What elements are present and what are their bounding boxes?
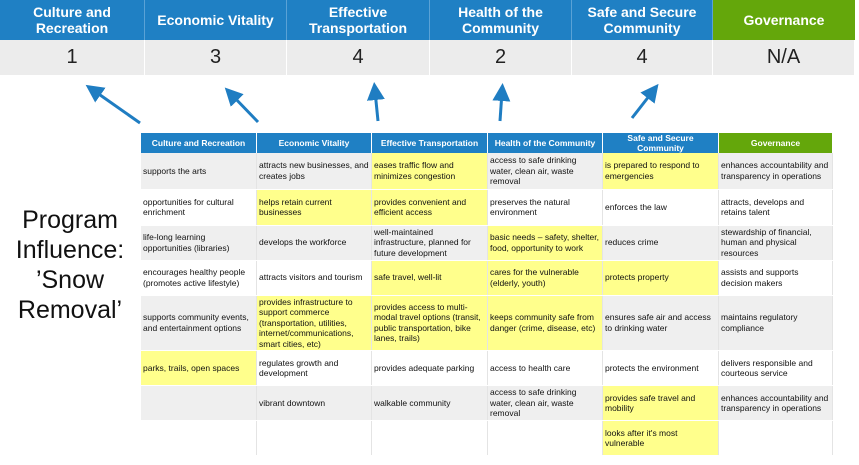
table-cell: vibrant downtown xyxy=(256,385,372,421)
summary-header: Economic Vitality xyxy=(145,0,287,40)
table-cell xyxy=(256,420,372,456)
table-cell: looks after it's most vulnerable xyxy=(602,420,719,456)
table-cell: supports the arts xyxy=(141,153,257,190)
table-cell: well-maintained infrastructure, planned … xyxy=(371,225,488,261)
summary-header: Effective Transportation xyxy=(287,0,430,40)
table-cell: life-long learning opportunities (librar… xyxy=(141,225,257,261)
table-cell: maintains regulatory compliance xyxy=(718,295,833,351)
table-cell: delivers responsible and courteous servi… xyxy=(718,350,833,386)
arrow-icon xyxy=(492,83,511,122)
table-cell: develops the workforce xyxy=(256,225,372,261)
table-cell: provides infrastructure to support comme… xyxy=(256,295,372,351)
table-cell: eases traffic flow and minimizes congest… xyxy=(371,153,488,190)
arrow-icon xyxy=(630,83,659,119)
table-cell xyxy=(718,420,833,456)
table-row: looks after it's most vulnerable xyxy=(141,420,833,456)
program-label: Program Influence: ’Snow Removal’ xyxy=(15,206,125,324)
summary-score: 2 xyxy=(430,40,572,75)
summary-score: 4 xyxy=(287,40,430,75)
table-cell: provides access to multi-modal travel op… xyxy=(371,295,488,351)
table-cell: protects the environment xyxy=(602,350,719,386)
table-cell: provides adequate parking xyxy=(371,350,488,386)
table-cell: opportunities for cultural enrichment xyxy=(141,189,257,226)
table-cell: access to safe drinking water, clean air… xyxy=(487,385,603,421)
table-cell: access to safe drinking water, clean air… xyxy=(487,153,603,190)
table-row: life-long learning opportunities (librar… xyxy=(141,225,833,261)
summary-score: 1 xyxy=(0,40,145,75)
summary-grid: Culture and Recreation Economic Vitality E… xyxy=(0,0,855,75)
table-cell: preserves the natural environment xyxy=(487,189,603,226)
table-cell: assists and supports decision makers xyxy=(718,260,833,296)
table-row: supports the arts attracts new businesses… xyxy=(141,153,833,190)
table-cell xyxy=(141,420,257,456)
summary-score: N/A xyxy=(713,40,855,75)
table-row: opportunities for cultural enrichment hel… xyxy=(141,189,833,226)
table-cell: cares for the vulnerable (elderly, youth… xyxy=(487,260,603,296)
table-row: parks, trails, open spaces regulates grow… xyxy=(141,350,833,386)
table-cell: is prepared to respond to emergencies xyxy=(602,153,719,190)
summary-header: Safe and Secure Community xyxy=(572,0,713,40)
table-cell xyxy=(141,385,257,421)
table-cell: protects property xyxy=(602,260,719,296)
table-cell: encourages healthy people (promotes acti… xyxy=(141,260,257,296)
arrow-icon xyxy=(224,87,260,124)
table-header: Effective Transportation xyxy=(371,133,488,153)
table-cell: attracts visitors and tourism xyxy=(256,260,372,296)
table-header: Safe and Secure Community xyxy=(602,133,719,153)
summary-header: Health of the Community xyxy=(430,0,572,40)
table-cell: helps retain current businesses xyxy=(256,189,372,226)
table-header: Culture and Recreation xyxy=(141,133,257,153)
table-cell: provides convenient and efficient access xyxy=(371,189,488,226)
summary-header: Governance xyxy=(713,0,855,40)
table-cell: keeps community safe from danger (crime,… xyxy=(487,295,603,351)
table-cell: access to health care xyxy=(487,350,603,386)
table-row: supports community events, and entertain… xyxy=(141,295,833,351)
table-cell: enhances accountability and transparency… xyxy=(718,385,833,421)
arrow-icon xyxy=(366,82,385,122)
table-header: Economic Vitality xyxy=(256,133,372,153)
table-cell: ensures safe air and access to drinking … xyxy=(602,295,719,351)
table-cell: walkable community xyxy=(371,385,488,421)
summary-score: 4 xyxy=(572,40,713,75)
table-cell: stewardship of financial, human and phys… xyxy=(718,225,833,261)
table-cell: attracts, develops and retains talent xyxy=(718,189,833,226)
table-cell: safe travel, well-lit xyxy=(371,260,488,296)
table-cell: basic needs – safety, shelter, food, opp… xyxy=(487,225,603,261)
summary-header: Culture and Recreation xyxy=(0,0,145,40)
table-cell: provides safe travel and mobility xyxy=(602,385,719,421)
table-cell: supports community events, and entertain… xyxy=(141,295,257,351)
table-cell: regulates growth and development xyxy=(256,350,372,386)
table-header: Health of the Community xyxy=(487,133,603,153)
table-cell: enforces the law xyxy=(602,189,719,226)
arrow-icon xyxy=(85,84,141,125)
table-cell xyxy=(487,420,603,456)
table-row: vibrant downtown walkable community access… xyxy=(141,385,833,421)
table-cell: reduces crime xyxy=(602,225,719,261)
table-cell xyxy=(371,420,488,456)
summary-score: 3 xyxy=(145,40,287,75)
table-cell: attracts new businesses, and creates job… xyxy=(256,153,372,190)
table-header: Governance xyxy=(718,133,833,153)
influence-table: Culture and Recreation Economic Vitality E… xyxy=(141,133,833,456)
table-cell: parks, trails, open spaces xyxy=(141,350,257,386)
table-row: encourages healthy people (promotes acti… xyxy=(141,260,833,296)
table-cell: enhances accountability and transparency… xyxy=(718,153,833,190)
